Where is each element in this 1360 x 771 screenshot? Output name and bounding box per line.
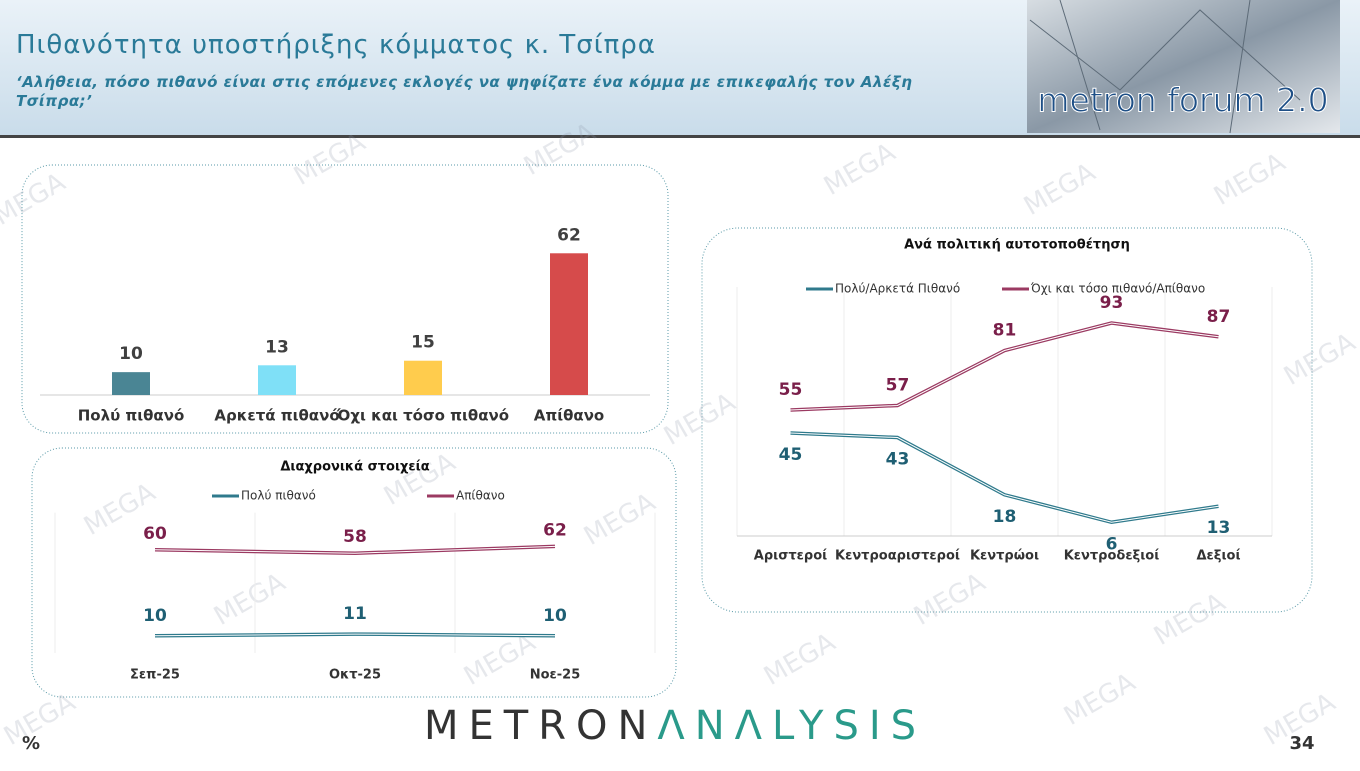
value-label: 13 — [1207, 518, 1231, 538]
x-tick-label: Κεντροδεξιοί — [1064, 549, 1160, 564]
x-tick-label: Κεντρώοι — [970, 549, 1039, 564]
value-label: 62 — [557, 225, 581, 245]
series-line — [154, 544, 556, 555]
watermark: MEGA — [1279, 327, 1360, 391]
value-label: 13 — [265, 337, 289, 357]
page-number: 34 — [1289, 733, 1314, 754]
watermark: MEGA — [659, 387, 741, 451]
value-label: 6 — [1106, 534, 1118, 554]
logo-pattern — [1029, 0, 1301, 134]
subtitle: ‘Αλήθεια, πόσο πιθανό είναι στις επόμενε… — [16, 73, 913, 110]
value-label: 18 — [993, 507, 1017, 527]
value-label: 60 — [143, 524, 167, 544]
x-tick-label: Πολύ πιθανό — [78, 407, 185, 425]
brand: METRONΛNΛLYSIS — [424, 703, 926, 749]
watermark: MEGA — [0, 167, 71, 231]
x-tick-label: Απίθανο — [534, 407, 604, 425]
watermark: MEGA — [579, 487, 661, 551]
value-label: 81 — [993, 321, 1017, 341]
watermark: MEGA — [1209, 147, 1291, 211]
value-label: 93 — [1100, 293, 1124, 313]
line-highlight — [790, 432, 1219, 523]
watermark: MEGA — [1019, 157, 1101, 221]
x-tick-label: Δεξιοί — [1196, 549, 1240, 564]
brand-right: ΛNΛLYSIS — [657, 703, 926, 749]
brand-left: METRON — [424, 703, 657, 749]
watermark: MEGA — [379, 447, 461, 511]
watermark: MEGA — [1059, 667, 1141, 731]
x-tick-label: Αρκετά πιθανό — [214, 407, 339, 425]
x-tick-label: Νοε-25 — [530, 668, 581, 683]
logo-image — [1027, 0, 1340, 133]
value-label: 15 — [411, 333, 435, 353]
line-highlight — [154, 633, 556, 637]
value-label: 87 — [1207, 307, 1231, 327]
watermark: MEGA — [819, 137, 901, 201]
legend-label: Πολύ/Αρκετά Πιθανό — [835, 282, 960, 296]
unit: % — [22, 733, 40, 754]
x-tick-label: Σεπ-25 — [130, 668, 180, 683]
value-label: 62 — [543, 520, 567, 540]
bar — [550, 253, 588, 395]
watermark: MEGA — [1149, 587, 1231, 651]
title: Πιθανότητα υποστήριξης κόμματος κ. Τσίπρ… — [16, 30, 656, 60]
x-tick-label: Όχι και τόσο πιθανό — [336, 407, 509, 425]
legend-label: Πολύ πιθανό — [241, 489, 316, 503]
x-tick-label: Οκτ-25 — [329, 668, 381, 683]
x-tick-label: Κεντροαριστεροί — [835, 549, 960, 564]
logo-text: metron forum 2.0 — [1037, 81, 1328, 120]
watermark: MEGA — [209, 567, 291, 631]
value-label: 55 — [779, 380, 803, 400]
line-highlight — [790, 322, 1219, 411]
watermark: MEGA — [0, 687, 81, 751]
watermark: MEGA — [909, 567, 991, 631]
value-label: 58 — [343, 527, 367, 547]
value-label: 45 — [779, 445, 803, 465]
value-label: 10 — [143, 606, 167, 626]
legend-label: Όχι και τόσο πιθανό/Απίθανο — [1030, 282, 1205, 296]
panel — [31, 447, 677, 698]
line-highlight — [154, 545, 556, 554]
legend-label: Απίθανο — [456, 489, 505, 503]
value-label: 10 — [119, 344, 143, 364]
value-label: 10 — [543, 606, 567, 626]
watermark: MEGA — [759, 627, 841, 691]
bar — [258, 365, 296, 395]
x-tick-label: Αριστεροί — [754, 549, 827, 564]
bar — [112, 372, 150, 395]
value-label: 43 — [886, 450, 910, 470]
chart-title: Ανά πολιτική αυτοτοποθέτηση — [904, 238, 1130, 253]
panel — [701, 227, 1313, 613]
bar — [404, 360, 442, 395]
header-rule — [0, 135, 1360, 138]
chart-title: Διαχρονικά στοιχεία — [280, 460, 429, 475]
value-label: 11 — [343, 604, 367, 624]
value-label: 57 — [886, 375, 910, 395]
